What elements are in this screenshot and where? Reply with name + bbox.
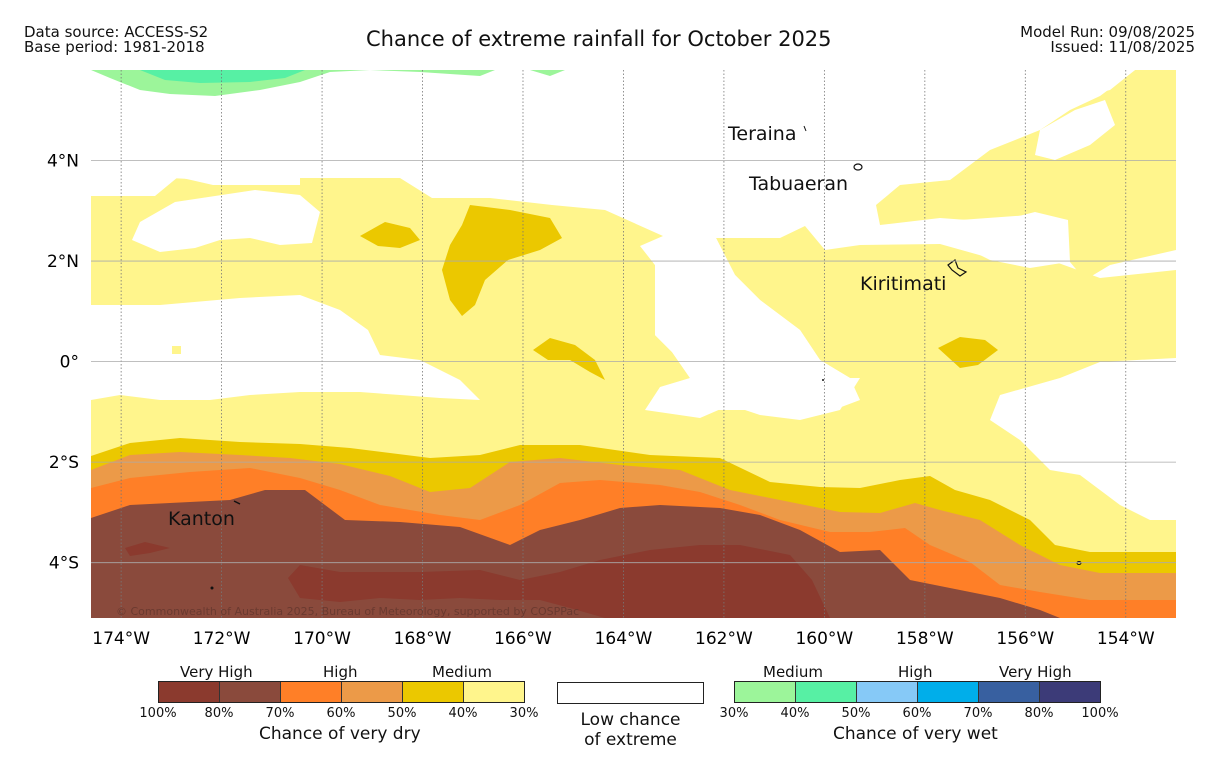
colorbar-swatch bbox=[918, 682, 979, 702]
low-chance-label-line2: of extreme bbox=[584, 730, 677, 750]
dry-medium-patch-east bbox=[938, 337, 998, 368]
colorbar-tick-label: 30% bbox=[509, 706, 539, 721]
colorbar-swatch bbox=[342, 682, 403, 702]
longitude-tick-label: 156°W bbox=[996, 629, 1054, 649]
colorbar-tick-label: 80% bbox=[1024, 706, 1054, 721]
longitude-tick-label: 172°W bbox=[193, 629, 251, 649]
colorbar-tick-label: 30% bbox=[719, 706, 749, 721]
colorbar-swatch bbox=[979, 682, 1040, 702]
dry-legend-label-very-high: Very High bbox=[180, 663, 253, 681]
low-chance-hole-far-east bbox=[990, 358, 1176, 520]
dry-very-high-dark-patch bbox=[125, 542, 170, 556]
colorbar-swatch bbox=[281, 682, 342, 702]
place-label-tabuaeran: Tabuaeran bbox=[748, 173, 848, 195]
latitude-tick-label: 4°S bbox=[49, 554, 79, 574]
tabuaeran-island bbox=[853, 163, 863, 171]
colorbar-swatch bbox=[403, 682, 464, 702]
place-label-kiritimati: Kiritimati bbox=[860, 273, 946, 295]
wet-legend-label-medium: Medium bbox=[763, 663, 823, 681]
colorbar-tick-label: 100% bbox=[139, 706, 177, 721]
longitude-tick-label: 164°W bbox=[595, 629, 653, 649]
islet-south bbox=[210, 586, 214, 590]
map-gridlines bbox=[91, 70, 1176, 618]
wet-medium-light-patch bbox=[530, 70, 565, 76]
low-chance-hole-northeast bbox=[1035, 100, 1115, 160]
place-label-kanton: Kanton bbox=[168, 508, 235, 530]
teraina-island bbox=[803, 125, 807, 132]
colorbar-tick-label: 70% bbox=[963, 706, 993, 721]
colorbar-tick-label: 60% bbox=[902, 706, 932, 721]
longitude-tick-label: 170°W bbox=[293, 629, 351, 649]
low-chance-hole-north-central bbox=[520, 70, 1135, 236]
dry-colorbar bbox=[158, 681, 525, 703]
dry-medium-light-dot bbox=[172, 346, 181, 354]
wet-colorbar bbox=[734, 681, 1101, 703]
colorbar-tick-label: 60% bbox=[326, 706, 356, 721]
colorbar-tick-label: 50% bbox=[841, 706, 871, 721]
longitude-tick-label: 174°W bbox=[92, 629, 150, 649]
colorbar-tick-label: 40% bbox=[780, 706, 810, 721]
wet-legend-caption: Chance of very wet bbox=[833, 724, 998, 744]
low-chance-swatch bbox=[557, 682, 704, 704]
colorbar-tick-label: 80% bbox=[204, 706, 234, 721]
longitude-labels: 174°W 172°W 170°W 168°W 166°W 164°W 162°W 160°W… bbox=[92, 629, 1155, 649]
wet-medium-region bbox=[140, 70, 305, 83]
colorbar-tick-label: 100% bbox=[1081, 706, 1119, 721]
colorbar-swatch bbox=[464, 682, 524, 702]
map-area bbox=[91, 70, 1176, 618]
dry-legend-caption: Chance of very dry bbox=[259, 724, 421, 744]
low-chance-hole-north bbox=[91, 70, 660, 220]
longitude-tick-label: 158°W bbox=[896, 629, 954, 649]
issued-label: Issued: 11/08/2025 bbox=[1050, 38, 1195, 56]
map-title: Chance of extreme rainfall for October 2… bbox=[366, 27, 832, 51]
colorbar-tick-label: 50% bbox=[387, 706, 417, 721]
dry-medium-patch-equator bbox=[533, 338, 605, 380]
dry-medium-patch-small bbox=[360, 222, 420, 248]
latitude-labels: 4°N 2°N 0° 2°S 4°S bbox=[47, 151, 79, 573]
colorbar-swatch bbox=[220, 682, 281, 702]
kiritimati-island bbox=[947, 259, 968, 277]
colorbar-swatch bbox=[857, 682, 918, 702]
low-chance-label-line1: Low chance bbox=[580, 710, 681, 730]
copyright-text: © Commonwealth of Australia 2025, Bureau… bbox=[116, 605, 579, 618]
dry-legend-label-medium: Medium bbox=[432, 663, 492, 681]
colorbar-swatch bbox=[1040, 682, 1100, 702]
data-source-label: Data source: ACCESS-S2 bbox=[24, 23, 209, 41]
dry-very-high-dark-region bbox=[288, 545, 830, 618]
latitude-tick-label: 4°N bbox=[47, 151, 79, 171]
colorbar-swatch bbox=[159, 682, 220, 702]
low-chance-hole-central bbox=[91, 295, 480, 400]
longitude-tick-label: 168°W bbox=[394, 629, 452, 649]
wet-legend-label-very-high: Very High bbox=[999, 663, 1072, 681]
low-chance-hole-center-east bbox=[645, 238, 860, 415]
islet-center bbox=[822, 379, 824, 381]
dry-medium-patch-north bbox=[442, 205, 562, 316]
low-chance-hole-west bbox=[132, 190, 320, 252]
model-run-label: Model Run: 09/08/2025 bbox=[1020, 23, 1195, 41]
longitude-tick-label: 160°W bbox=[795, 629, 853, 649]
colorbar-swatch bbox=[796, 682, 857, 702]
colorbar-tick-label: 70% bbox=[265, 706, 295, 721]
colorbar-swatch bbox=[735, 682, 796, 702]
longitude-tick-label: 162°W bbox=[695, 629, 753, 649]
base-period-label: Base period: 1981-2018 bbox=[24, 38, 205, 56]
dry-medium-light-region-east bbox=[716, 226, 1176, 395]
longitude-tick-label: 166°W bbox=[494, 629, 552, 649]
kanton-island bbox=[233, 500, 241, 505]
wet-legend-label-high: High bbox=[898, 663, 933, 681]
latitude-tick-label: 2°N bbox=[47, 252, 79, 272]
dry-legend-label-high: High bbox=[323, 663, 358, 681]
colorbar-tick-label: 40% bbox=[448, 706, 478, 721]
place-label-teraina: Teraina bbox=[727, 123, 797, 145]
low-chance-hole-east bbox=[960, 215, 1068, 268]
longitude-tick-label: 154°W bbox=[1097, 629, 1155, 649]
latitude-tick-label: 2°S bbox=[49, 453, 79, 473]
latitude-tick-label: 0° bbox=[60, 353, 79, 373]
